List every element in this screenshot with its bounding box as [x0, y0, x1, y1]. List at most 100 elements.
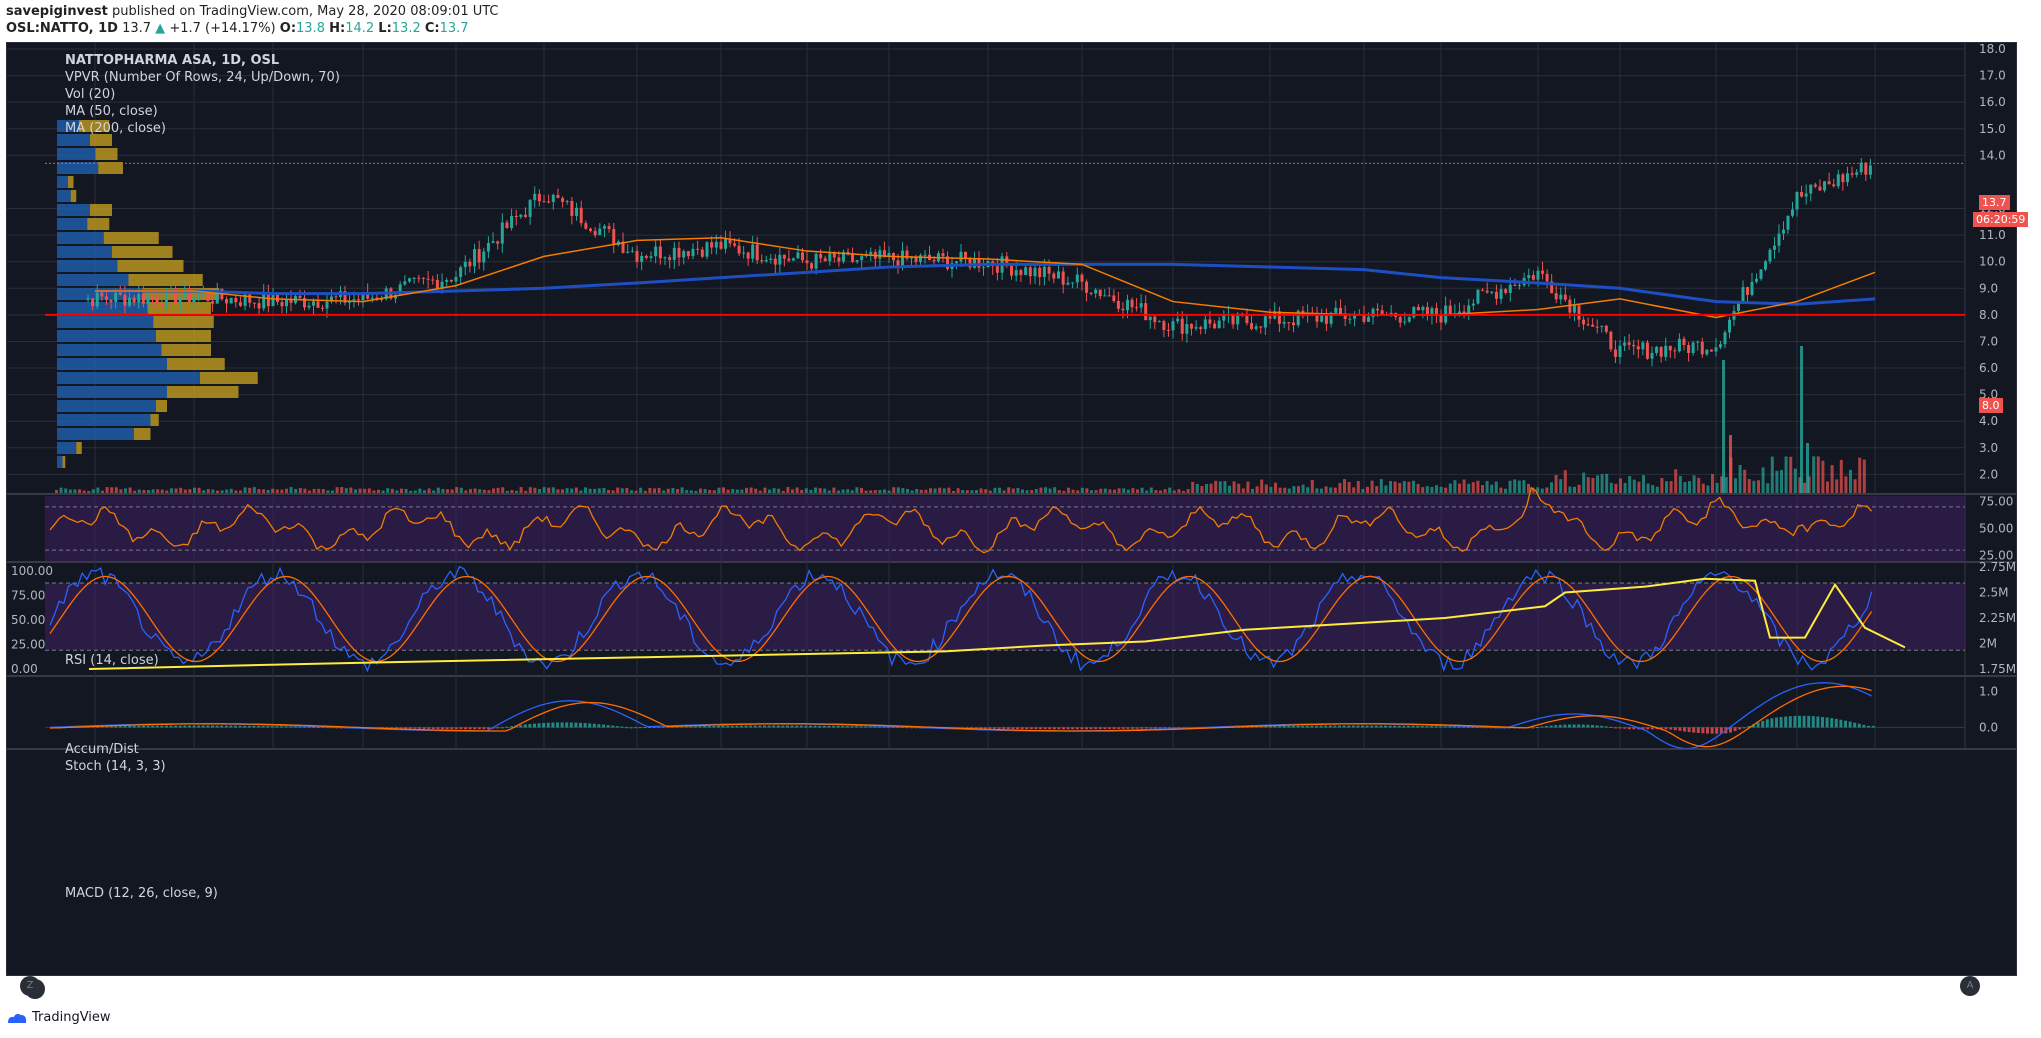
volume-bar [947, 487, 951, 493]
volume-bar [1329, 487, 1333, 493]
volume-bar [1002, 490, 1006, 493]
candle-body [1112, 295, 1116, 302]
volume-bar [892, 487, 896, 493]
candle-body [1750, 281, 1754, 295]
candle-body [1407, 317, 1411, 322]
macd-histogram-bar [1816, 716, 1820, 728]
volume-bar [312, 488, 316, 493]
volume-bar [1761, 467, 1765, 493]
volume-bar [1471, 482, 1475, 493]
macd-histogram-bar [321, 727, 325, 729]
legend-ma200[interactable]: MA (200, close) [65, 121, 166, 136]
volume-bar [832, 487, 836, 493]
candle-body [1259, 326, 1263, 328]
author-name[interactable]: savepiginvest [6, 4, 108, 19]
legend-rsi[interactable]: RSI (14, close) [65, 653, 159, 668]
candle-body [1595, 326, 1599, 328]
candle-body [412, 277, 416, 279]
stoch-d-line [49, 575, 1873, 663]
candle-body [1527, 275, 1531, 278]
volume-bar [248, 487, 252, 493]
volume-bar [1862, 459, 1866, 493]
chart-area[interactable]: OctNov272019FebMarAprMayJunJulAugSepOctN… [6, 42, 2029, 999]
zoom-left-button[interactable]: Z [20, 976, 40, 996]
volume-bar [1637, 481, 1641, 493]
tradingview-logo[interactable]: TradingView [6, 1010, 111, 1025]
macd-histogram-bar [694, 726, 697, 728]
candle-body [211, 301, 215, 304]
macd-histogram-bar [1761, 720, 1765, 728]
candle-body [510, 216, 514, 229]
macd-histogram-bar [1793, 715, 1797, 728]
macd-histogram-bar [707, 725, 711, 728]
up-arrow-icon: ▲ [155, 21, 166, 36]
candle-body [1636, 346, 1640, 350]
macd-histogram-bar [1029, 727, 1033, 730]
last-price-tag: 13.7 [1979, 195, 2010, 210]
legend-vol[interactable]: Vol (20) [65, 87, 116, 102]
candle-body [398, 284, 402, 295]
legend-vpvr[interactable]: VPVR (Number Of Rows, 24, Up/Down, 70) [65, 70, 340, 85]
candle-body [887, 252, 891, 257]
volume-bar [1568, 486, 1572, 493]
candle-body [1513, 284, 1517, 287]
candle-body [1153, 316, 1157, 323]
candle-body [1268, 316, 1272, 319]
macd-histogram-bar [132, 725, 136, 728]
volume-bar [611, 490, 615, 493]
volume-bar [1407, 481, 1411, 493]
volume-bar [1292, 486, 1296, 493]
zoom-right-button[interactable]: A [1960, 976, 1980, 996]
volume-bar [1706, 485, 1710, 493]
candle-body [91, 298, 95, 307]
macd-histogram-bar [1278, 726, 1282, 728]
candle-body [280, 301, 284, 307]
macd-histogram-bar [1572, 724, 1576, 728]
macd-histogram-bar [142, 725, 145, 728]
vpvr-up-bar [57, 372, 200, 384]
chart-svg[interactable]: OctNov272019FebMarAprMayJunJulAugSepOctN… [7, 43, 2016, 975]
legend-ma50[interactable]: MA (50, close) [65, 104, 158, 119]
candle-body [486, 243, 490, 252]
macd-histogram-bar [855, 726, 858, 728]
volume-bar [510, 489, 514, 493]
vpvr-up-bar [57, 428, 134, 440]
volume-bar [160, 489, 164, 493]
volume-bar [340, 487, 344, 493]
candle-body [1171, 321, 1175, 331]
macd-histogram-bar [413, 727, 417, 729]
candle-body [537, 193, 541, 202]
volume-bar [1481, 485, 1484, 493]
volume-bar [689, 490, 693, 493]
macd-signal-line [49, 685, 1872, 748]
candle-body [810, 263, 814, 269]
legend-stoch[interactable]: Stoch (14, 3, 3) [65, 759, 166, 774]
candle-body [919, 255, 922, 262]
candle-body [860, 256, 864, 261]
candle-body [206, 293, 210, 302]
candle-body [1047, 266, 1051, 274]
legend-accum[interactable]: Accum/Dist [65, 742, 139, 757]
macd-histogram-bar [431, 727, 435, 729]
candle-body [1868, 165, 1872, 175]
volume-bar [1844, 476, 1848, 493]
macd-histogram-bar [666, 726, 670, 728]
candle-body [243, 294, 247, 306]
volume-bar [1076, 490, 1080, 493]
macd-tick-label: 1.0 [1979, 684, 1998, 698]
candle-body [1282, 322, 1286, 324]
candle-body [1353, 314, 1357, 319]
macd-histogram-bar [684, 726, 688, 728]
candle-body [733, 243, 737, 246]
macd-histogram-bar [997, 727, 1001, 729]
vpvr-up-bar [57, 134, 90, 146]
stoch-left-tick: 0.00 [11, 662, 38, 676]
legend-macd[interactable]: MACD (12, 26, close, 9) [65, 886, 218, 901]
accum-right-tick: 2.25M [1979, 611, 2016, 625]
macd-histogram-bar [192, 725, 196, 728]
volume-bar [492, 488, 495, 493]
macd-histogram-bar [289, 726, 293, 728]
macd-histogram-bar [312, 726, 316, 728]
macd-histogram-bar [206, 725, 210, 728]
volume-bar [1301, 484, 1305, 493]
